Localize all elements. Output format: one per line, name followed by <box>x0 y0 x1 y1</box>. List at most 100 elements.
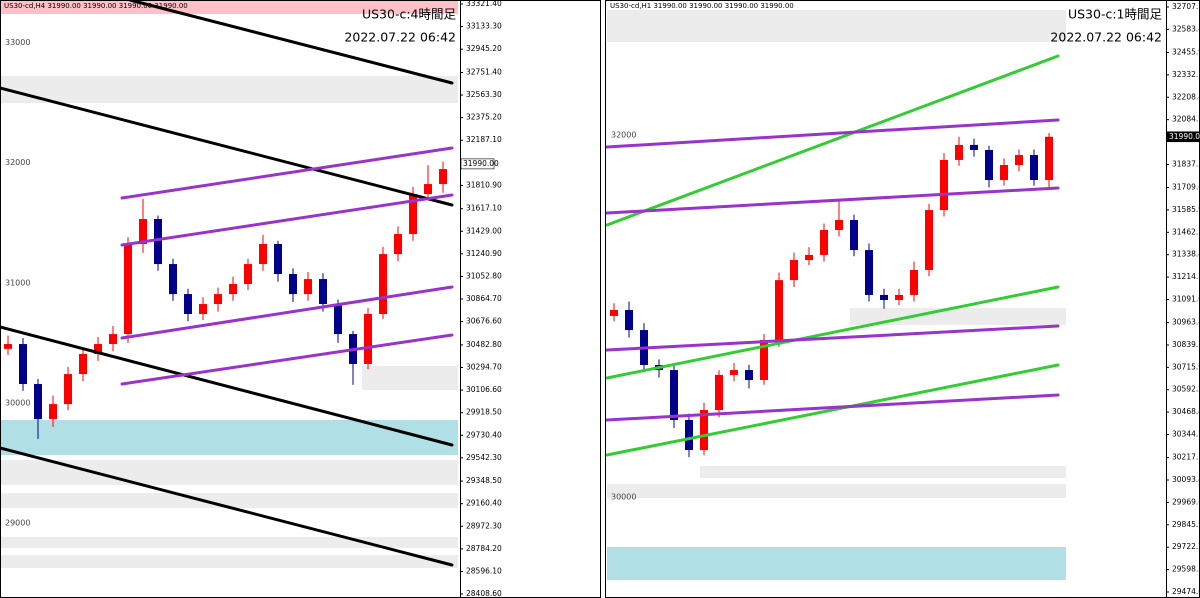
candle-body <box>985 149 993 181</box>
level-label: 33000 <box>5 38 30 47</box>
y-tick-label: 30106.60 <box>466 385 502 394</box>
last-price-box <box>460 158 495 170</box>
candle-body <box>895 294 903 301</box>
candle-body <box>424 184 432 195</box>
candle-body <box>1030 155 1038 181</box>
y-tick-label: 30344.70 <box>1172 430 1200 439</box>
channel-line <box>605 324 1060 352</box>
candle-body <box>4 344 12 349</box>
trend-line <box>0 86 454 207</box>
y-tick-label: 31709.60 <box>1172 183 1200 192</box>
candle-body <box>364 314 372 364</box>
candle-body <box>625 309 633 331</box>
channel-line <box>605 285 1060 380</box>
y-tick-label: 30864.70 <box>466 294 502 303</box>
y-tick-label: 32751.40 <box>466 67 502 76</box>
trend-line <box>0 446 454 567</box>
y-tick-label: 30093.40 <box>1172 475 1200 484</box>
candle-body <box>775 280 783 341</box>
channel-line <box>120 333 454 386</box>
candle-body <box>394 234 402 255</box>
y-tick-label: 29845.90 <box>1172 520 1200 529</box>
chart-title: US30-c:4時間足 <box>362 7 457 22</box>
candle-body <box>715 374 723 411</box>
zone <box>0 460 458 485</box>
candle-body <box>820 229 828 255</box>
level-label: 32000 <box>5 158 30 167</box>
candle-body <box>289 274 297 295</box>
y-tick-label: 30482.80 <box>466 340 502 349</box>
candle-body <box>805 254 813 261</box>
candle-body <box>865 250 873 295</box>
candle-body <box>304 279 312 295</box>
candle-body <box>790 260 798 281</box>
channel-line <box>605 118 1060 149</box>
candle-body <box>169 264 177 295</box>
candle-body <box>439 169 447 185</box>
y-tick-label: 32455.90 <box>1172 47 1200 56</box>
y-tick-label: 31585.90 <box>1172 205 1200 214</box>
candle-body <box>319 279 327 305</box>
y-tick-label: 31617.10 <box>466 204 502 213</box>
y-tick-label: 31810.90 <box>466 180 502 189</box>
zone <box>607 10 1066 42</box>
candle-body <box>229 283 237 295</box>
y-tick-label: 30468.40 <box>1172 407 1200 416</box>
y-tick-label: 29542.30 <box>466 453 502 462</box>
y-tick-label: 30715.90 <box>1172 362 1200 371</box>
candle-body <box>49 404 57 420</box>
level-label: 30000 <box>5 398 30 407</box>
zone <box>0 0 458 14</box>
y-tick-label: 30963.40 <box>1172 318 1200 327</box>
chart-subtitle: 2022.07.22 06:42 <box>1050 30 1162 45</box>
chart-title: US30-c:1時間足 <box>1068 7 1163 22</box>
zone <box>607 484 1066 498</box>
y-tick-label: 31091.00 <box>1172 294 1200 303</box>
y-tick-label: 29474.60 <box>1172 587 1200 596</box>
y-tick-label: 31429.00 <box>466 226 502 235</box>
candle-body <box>409 194 417 235</box>
y-tick-label: 28408.60 <box>466 589 502 598</box>
y-tick-label: 31462.20 <box>1172 227 1200 236</box>
y-tick-label: 31214.70 <box>1172 272 1200 281</box>
zone <box>850 308 1066 325</box>
candle-body <box>124 243 132 335</box>
candle-body <box>94 344 102 355</box>
candle-body <box>19 344 27 385</box>
candle-body <box>670 370 678 421</box>
channel-line <box>120 146 454 200</box>
candle-body <box>109 334 117 345</box>
zone <box>700 466 1066 478</box>
candle-body <box>64 374 72 405</box>
y-tick-label: 30592.20 <box>1172 385 1200 394</box>
channel-line <box>605 363 1060 457</box>
channel-line <box>605 393 1060 422</box>
candle-body <box>970 144 978 150</box>
y-tick-label: 29918.50 <box>466 408 502 417</box>
y-tick-label: 32563.30 <box>466 90 502 99</box>
candle-body <box>910 269 918 295</box>
candle-body <box>835 220 843 230</box>
y-tick-label: 28784.20 <box>466 544 502 553</box>
y-tick-label: 32375.20 <box>466 113 502 122</box>
candles <box>4 133 1053 458</box>
y-tick-label: 29348.50 <box>466 476 502 485</box>
trend-line <box>128 0 454 85</box>
candle-body <box>34 384 42 420</box>
y-tick-label: 30217.10 <box>1172 453 1200 462</box>
candle-body <box>79 354 87 375</box>
y-tick-label: 29160.40 <box>466 499 502 508</box>
channel-line <box>120 285 454 340</box>
y-tick-label: 32187.10 <box>466 135 502 144</box>
zone <box>607 547 1066 580</box>
y-tick-label: 32707.10 <box>1172 2 1200 11</box>
y-tick-label: 32945.20 <box>466 44 502 53</box>
candle-body <box>1045 136 1053 181</box>
candle-body <box>199 304 207 315</box>
trend-lines <box>0 0 1060 567</box>
y-tick-label: 33133.30 <box>466 22 502 31</box>
candle-body <box>940 159 948 211</box>
candle-body <box>379 254 387 315</box>
level-label: 29000 <box>5 518 30 527</box>
